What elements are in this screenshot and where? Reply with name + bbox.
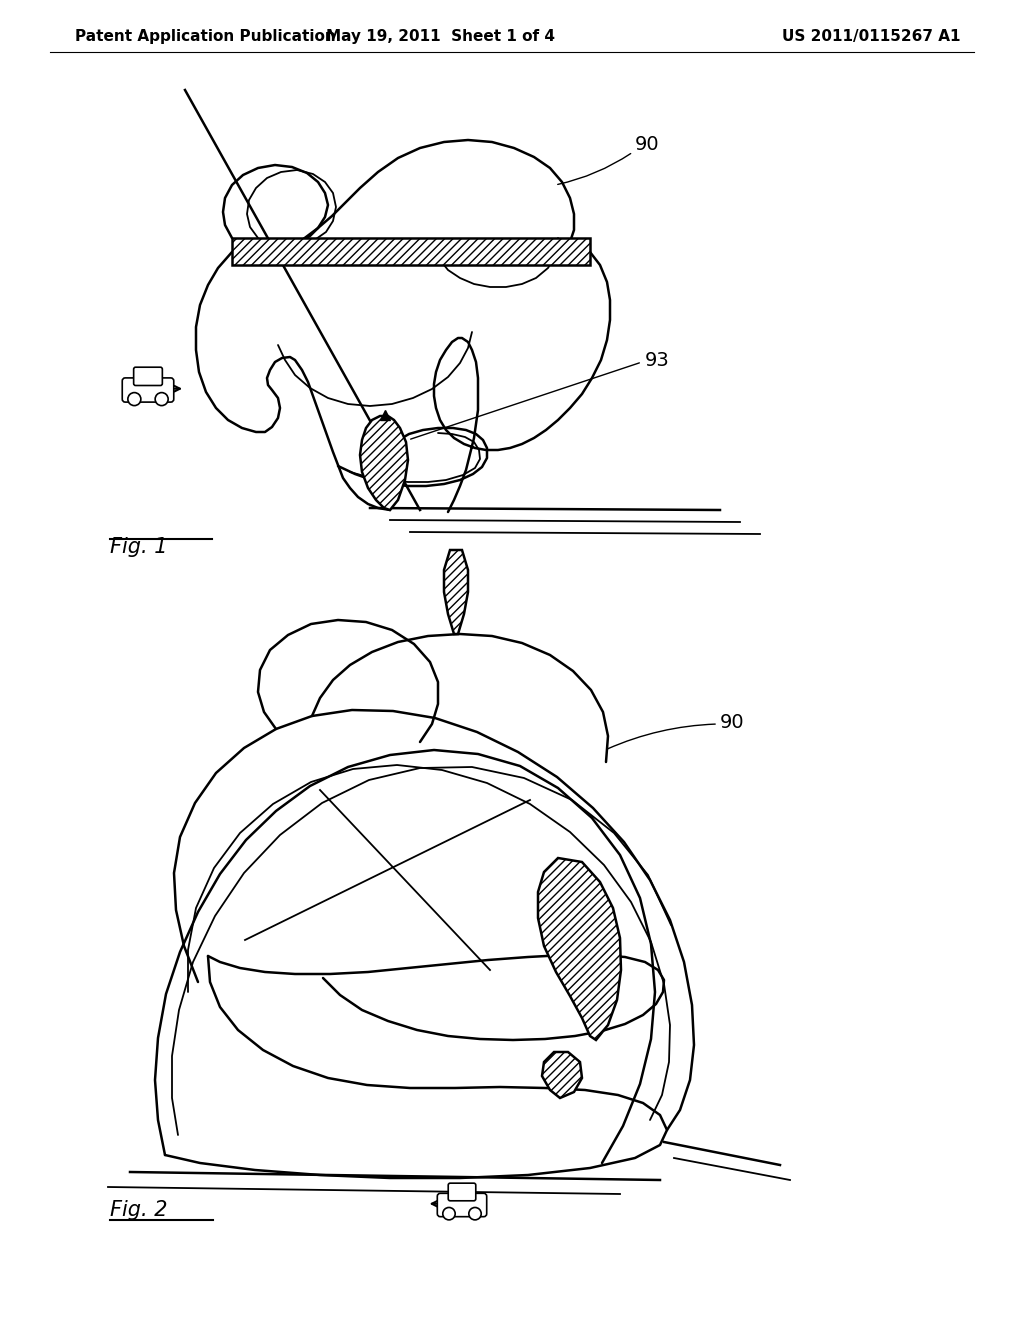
Text: May 19, 2011  Sheet 1 of 4: May 19, 2011 Sheet 1 of 4 xyxy=(326,29,555,45)
FancyBboxPatch shape xyxy=(437,1193,486,1217)
Circle shape xyxy=(128,392,141,405)
Text: 90: 90 xyxy=(720,713,744,731)
Polygon shape xyxy=(444,550,468,634)
FancyBboxPatch shape xyxy=(122,378,174,403)
FancyBboxPatch shape xyxy=(134,367,163,385)
Text: Fig. 1: Fig. 1 xyxy=(110,537,168,557)
Bar xyxy=(232,238,590,265)
FancyBboxPatch shape xyxy=(449,1183,476,1201)
Circle shape xyxy=(469,1208,481,1220)
Circle shape xyxy=(442,1208,456,1220)
Circle shape xyxy=(156,392,168,405)
Polygon shape xyxy=(538,858,621,1040)
Polygon shape xyxy=(542,1052,582,1098)
Text: Patent Application Publication: Patent Application Publication xyxy=(75,29,336,45)
Text: US 2011/0115267 A1: US 2011/0115267 A1 xyxy=(781,29,961,45)
Bar xyxy=(232,238,590,265)
Text: 93: 93 xyxy=(645,351,670,370)
Text: Fig. 2: Fig. 2 xyxy=(110,1200,168,1220)
Polygon shape xyxy=(360,416,408,510)
Text: 90: 90 xyxy=(635,136,659,154)
